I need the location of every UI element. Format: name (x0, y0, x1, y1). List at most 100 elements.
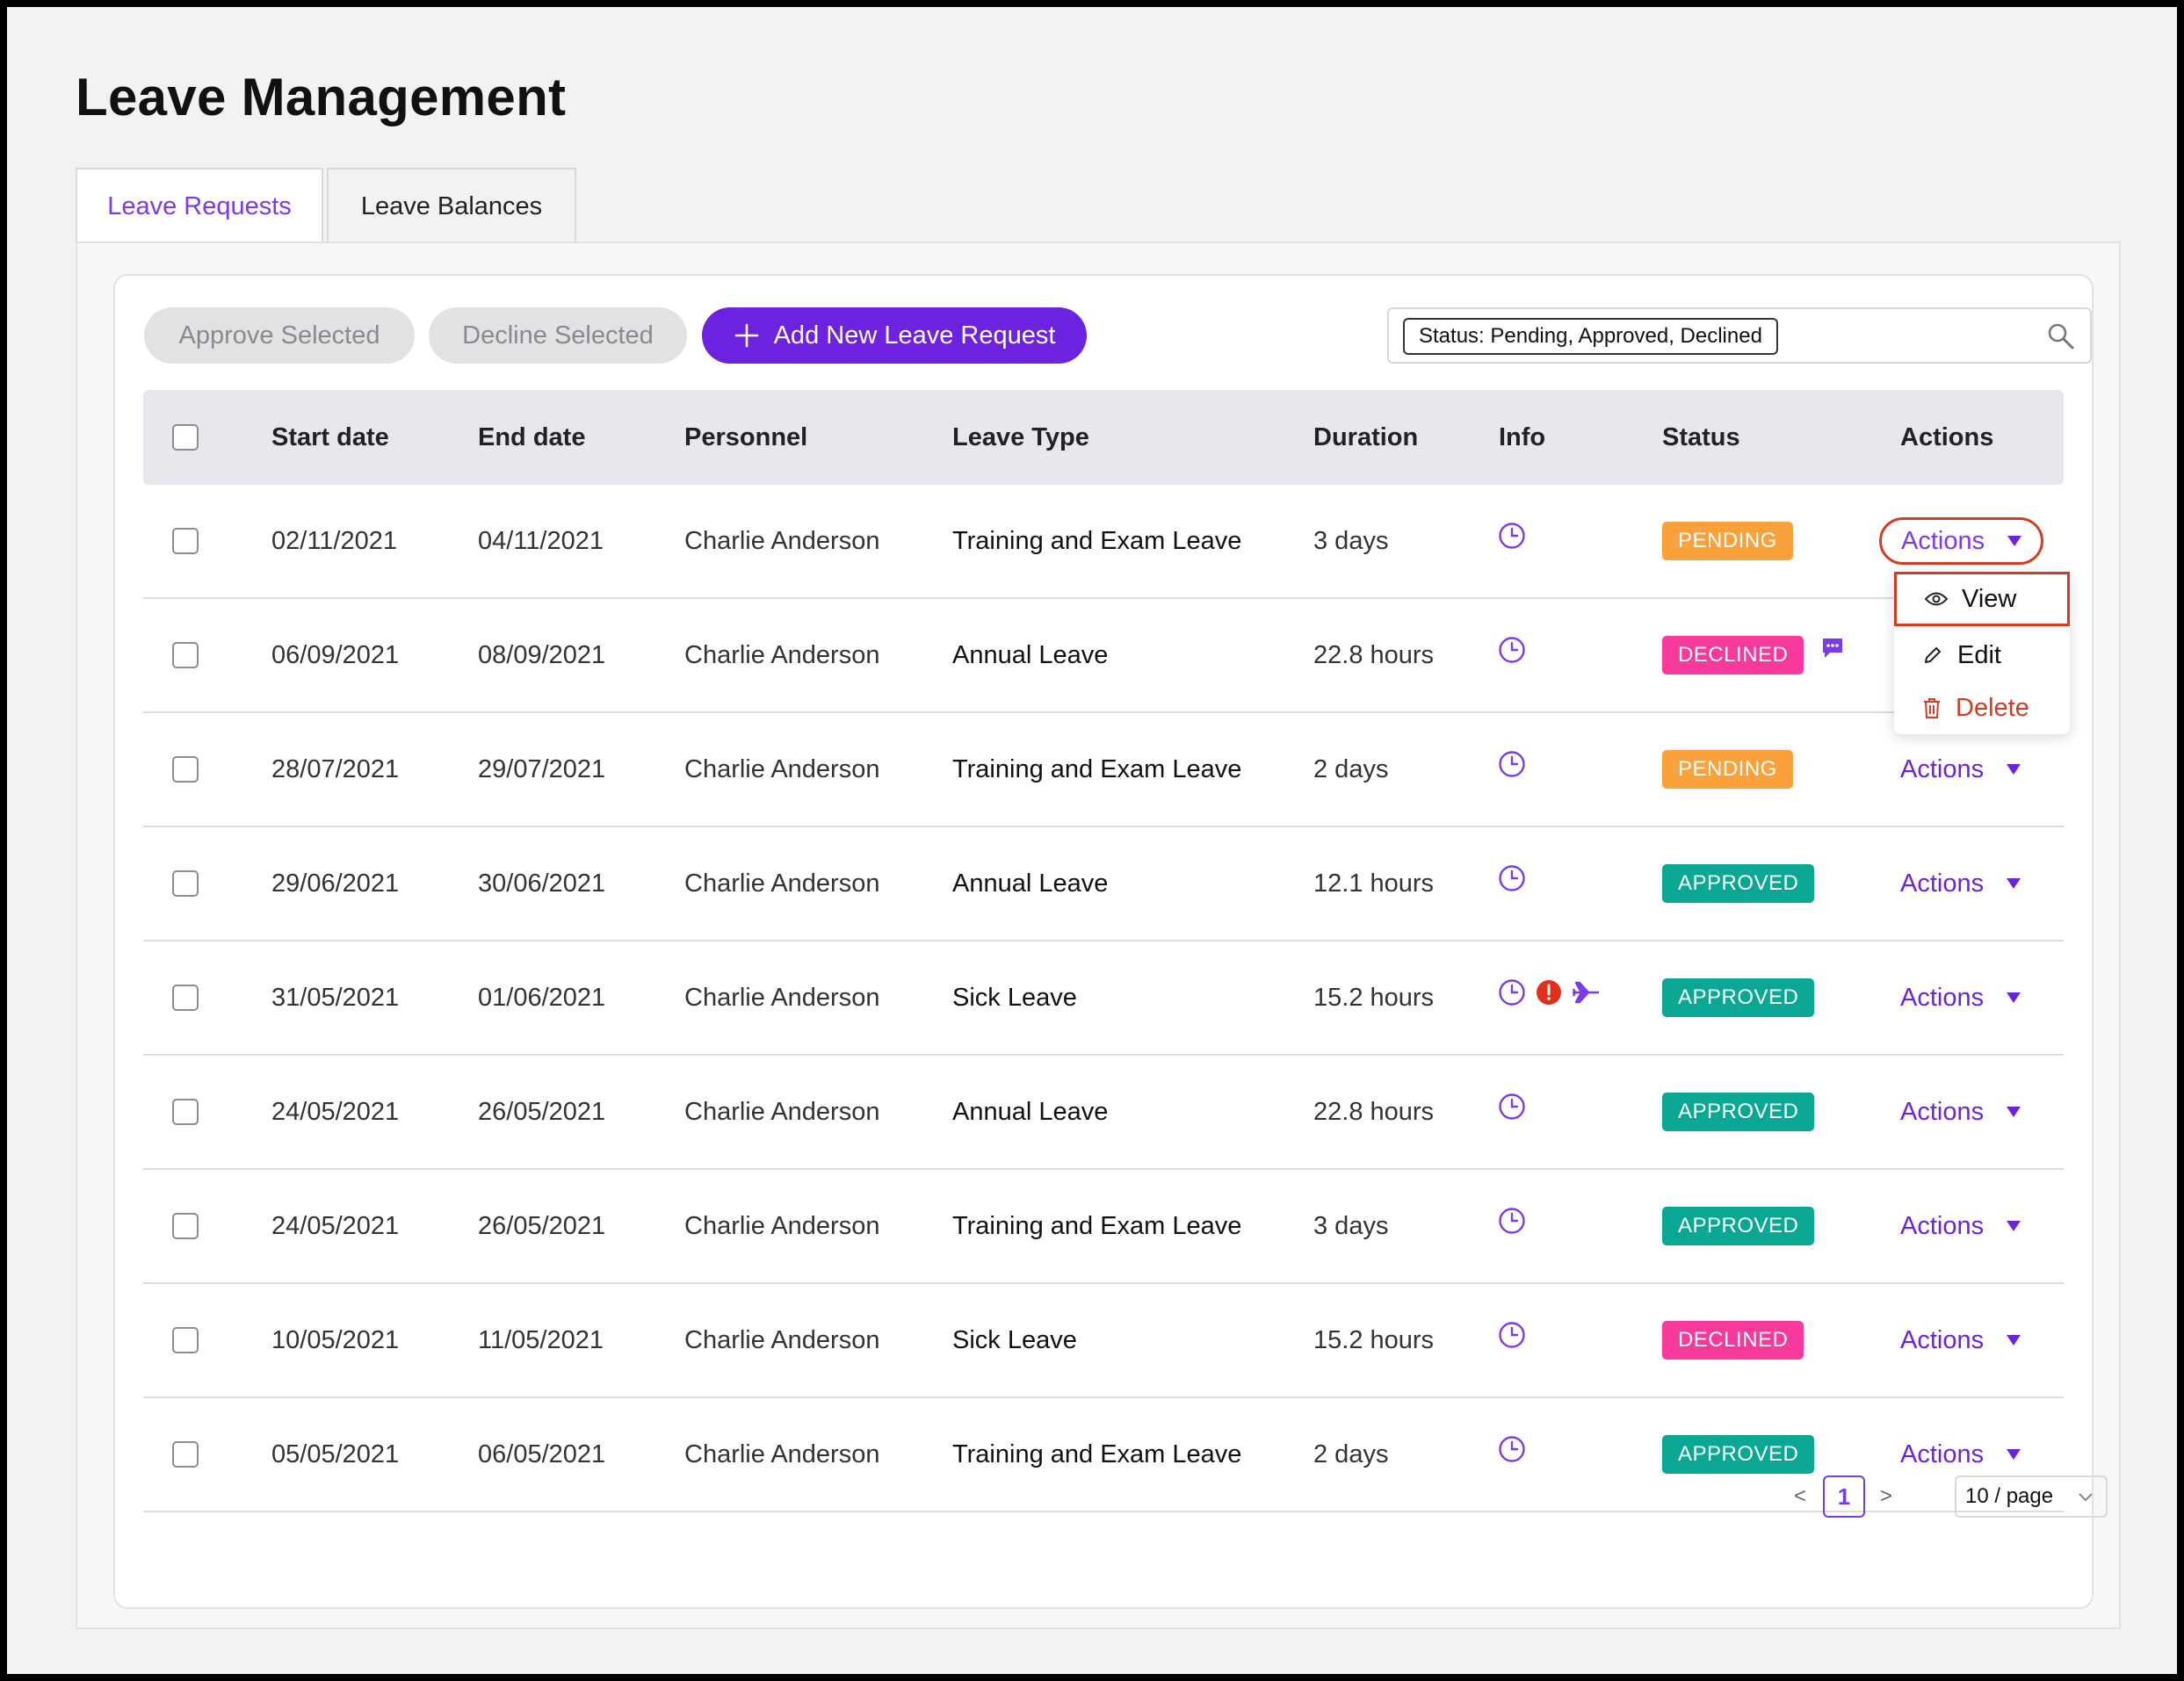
clock-icon[interactable] (1497, 1092, 1527, 1122)
clock-icon[interactable] (1497, 978, 1527, 1007)
duration-cell: 22.8 hours (1313, 640, 1435, 669)
status-cell: APPROVED (1662, 1056, 1815, 1168)
caret-down-icon (2007, 764, 2021, 775)
status-cell: PENDING (1662, 713, 1793, 826)
row-checkbox[interactable] (172, 756, 199, 783)
leave-type-cell: Training and Exam Leave (952, 1439, 1242, 1468)
info-cell (1497, 594, 1527, 706)
clock-icon[interactable] (1497, 863, 1527, 893)
actions-dropdown-button[interactable]: Actions (1900, 1284, 2021, 1396)
tab-leave-balances[interactable]: Leave Balances (327, 168, 576, 243)
duration-cell: 3 days (1313, 526, 1389, 555)
airplane-icon[interactable] (1571, 979, 1601, 1006)
tab-leave-requests[interactable]: Leave Requests (76, 168, 323, 243)
duration-cell: 12.1 hours (1313, 869, 1435, 898)
row-checkbox[interactable] (172, 528, 199, 554)
col-info: Info (1499, 422, 1546, 451)
duration-cell: 2 days (1313, 1439, 1389, 1468)
row-checkbox[interactable] (172, 985, 199, 1011)
row-checkbox[interactable] (172, 1441, 199, 1468)
personnel-cell: Charlie Anderson (684, 1211, 880, 1240)
end-date-cell: 08/09/2021 (478, 640, 606, 669)
col-duration[interactable]: Duration (1313, 422, 1419, 451)
start-date-cell: 24/05/2021 (271, 1211, 400, 1240)
add-leave-request-button[interactable]: Add New Leave Request (702, 307, 1087, 364)
col-start-date[interactable]: Start date (271, 422, 389, 451)
comment-icon[interactable] (1819, 636, 1846, 667)
leave-type-cell: Sick Leave (952, 983, 1077, 1012)
clock-icon[interactable] (1497, 521, 1527, 551)
caret-down-icon (2007, 1449, 2021, 1460)
caret-down-icon (2007, 878, 2021, 889)
leave-type-cell: Sick Leave (952, 1325, 1077, 1354)
add-leave-request-label: Add New Leave Request (773, 321, 1056, 350)
row-checkbox[interactable] (172, 1099, 199, 1125)
row-checkbox[interactable] (172, 870, 199, 897)
actions-label: Actions (1900, 1097, 1985, 1126)
actions-dropdown-button[interactable]: Actions (1879, 517, 2044, 565)
edit-label: Edit (1957, 640, 2001, 669)
row-checkbox[interactable] (172, 1327, 199, 1353)
table-row: 05/05/2021 06/05/2021 Charlie Anderson Trai… (143, 1398, 2064, 1512)
clock-icon[interactable] (1497, 1206, 1527, 1236)
start-date-cell: 10/05/2021 (271, 1325, 400, 1354)
table-row: 06/09/2021 08/09/2021 Charlie Anderson Annu… (143, 599, 2064, 713)
actions-label: Actions (1900, 1325, 1985, 1354)
actions-dropdown-button[interactable]: Actions (1900, 827, 2021, 940)
personnel-cell: Charlie Anderson (684, 754, 880, 783)
delete-menu-item[interactable]: Delete (1894, 682, 2070, 734)
row-checkbox[interactable] (172, 642, 199, 668)
decline-selected-button[interactable]: Decline Selected (429, 307, 687, 364)
prev-page-button[interactable]: < (1794, 1484, 1807, 1508)
search-icon[interactable] (2046, 321, 2076, 351)
info-cell (1497, 708, 1527, 820)
start-date-cell: 05/05/2021 (271, 1439, 400, 1468)
table-row: 02/11/2021 04/11/2021 Charlie Anderson Trai… (143, 485, 2064, 599)
col-leave-type[interactable]: Leave Type (952, 422, 1089, 451)
plus-icon (734, 323, 758, 348)
clock-icon[interactable] (1497, 1434, 1527, 1464)
actions-label: Actions (1901, 526, 1985, 555)
status-badge: APPROVED (1662, 1093, 1815, 1131)
view-menu-item[interactable]: View (1894, 572, 2070, 626)
actions-dropdown-button[interactable]: Actions (1900, 1398, 2021, 1511)
actions-label: Actions (1900, 1211, 1985, 1240)
status-filter-tag[interactable]: Status: Pending, Approved, Declined (1403, 318, 1778, 355)
clock-icon[interactable] (1497, 1320, 1527, 1350)
col-personnel[interactable]: Personnel (684, 422, 808, 451)
edit-menu-item[interactable]: Edit (1894, 629, 2070, 682)
start-date-cell: 31/05/2021 (271, 983, 400, 1012)
col-end-date[interactable]: End date (478, 422, 586, 451)
actions-dropdown-button[interactable]: Actions (1900, 1056, 2021, 1168)
clock-icon[interactable] (1497, 635, 1527, 665)
col-actions: Actions (1900, 422, 1994, 451)
status-cell: APPROVED (1662, 942, 1815, 1054)
info-cell (1497, 1165, 1527, 1277)
alert-icon[interactable] (1536, 979, 1562, 1006)
caret-down-icon (2007, 1107, 2021, 1117)
row-checkbox[interactable] (172, 1213, 199, 1239)
duration-cell: 2 days (1313, 754, 1389, 783)
select-all-checkbox[interactable] (172, 424, 199, 451)
end-date-cell: 26/05/2021 (478, 1097, 606, 1126)
approve-selected-button[interactable]: Approve Selected (144, 307, 415, 364)
table-row: 28/07/2021 29/07/2021 Charlie Anderson Trai… (143, 713, 2064, 827)
pencil-icon (1925, 647, 1941, 663)
info-cell (1497, 1393, 1527, 1505)
page-size-select[interactable]: 10 / page (1955, 1475, 2108, 1518)
actions-dropdown-button[interactable]: Actions (1900, 942, 2021, 1054)
next-page-button[interactable]: > (1880, 1484, 1893, 1508)
end-date-cell: 30/06/2021 (478, 869, 606, 898)
actions-dropdown-button[interactable]: Actions (1900, 713, 2021, 826)
col-status[interactable]: Status (1662, 422, 1740, 451)
page-1-button[interactable]: 1 (1823, 1475, 1865, 1518)
caret-down-icon (2007, 536, 2022, 546)
personnel-cell: Charlie Anderson (684, 1097, 880, 1126)
search-filter-input[interactable]: Status: Pending, Approved, Declined (1387, 307, 2092, 364)
clock-icon[interactable] (1497, 749, 1527, 779)
actions-dropdown-button[interactable]: Actions (1900, 1170, 2021, 1282)
info-cell (1497, 936, 1601, 1049)
leave-type-cell: Training and Exam Leave (952, 526, 1242, 555)
view-label: View (1962, 584, 2017, 613)
status-badge: DECLINED (1662, 1321, 1804, 1360)
